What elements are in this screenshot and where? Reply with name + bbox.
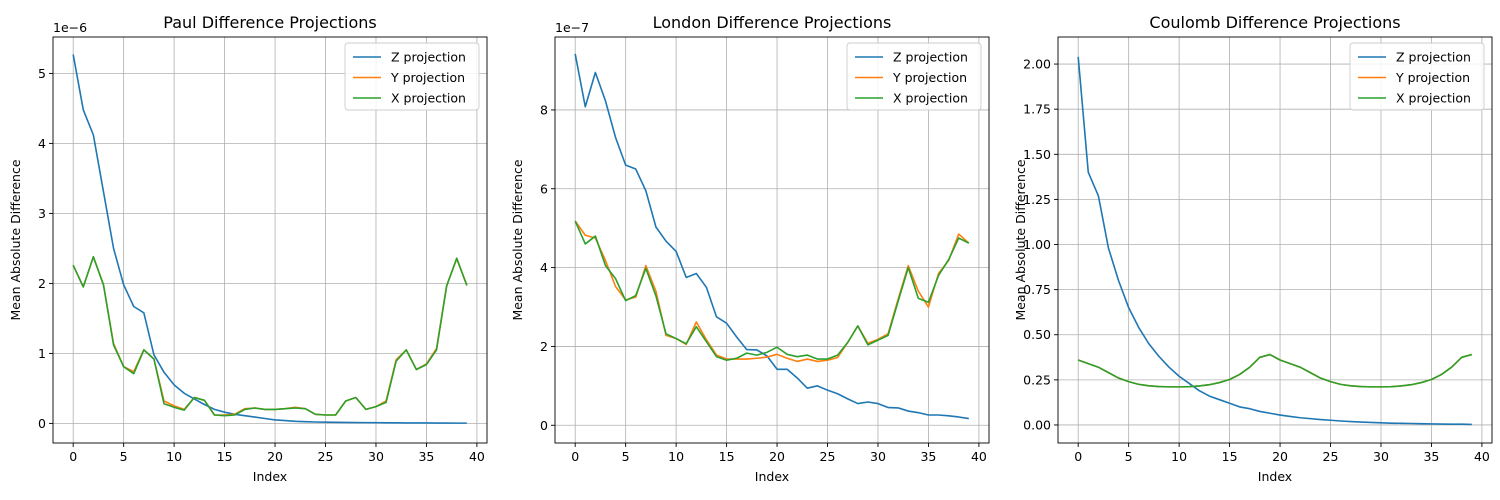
chart-panel-3: 0 5 10 15 20 25 30 35 40 0.00 0.25 0.50 0.75 1.00 1.25… — [1013, 13, 1493, 484]
x-tick-label: 5 — [622, 449, 630, 464]
x-tick-label: 0 — [69, 449, 77, 464]
x-tick-label: 20 — [769, 449, 785, 464]
legend-label: Z projection — [1396, 50, 1471, 65]
x-tick-label: 40 — [971, 449, 987, 464]
plot-frame — [1057, 36, 1493, 444]
series-line-z-projection — [72, 54, 467, 424]
y-tick-label: 0.25 — [1023, 372, 1051, 387]
series-line-x-projection — [1077, 353, 1473, 388]
y-tick-label: 1.50 — [1023, 147, 1051, 162]
x-tick-label: 15 — [217, 449, 233, 464]
x-tick-label: 5 — [120, 449, 128, 464]
x-tick-label: 20 — [1272, 449, 1288, 464]
legend-label: Y projection — [390, 70, 465, 85]
x-tick-label: 25 — [820, 449, 836, 464]
series-line-y-projection — [72, 255, 468, 416]
legend: Z projection Y projection X projection — [1349, 42, 1485, 111]
plot-frame — [52, 36, 488, 444]
chart-panel-2: 0 5 10 15 20 25 30 35 40 0 2 4 6 8 1e−7 London Differen… — [510, 13, 990, 484]
x-tick-label: 30 — [870, 449, 886, 464]
x-tick-label: 30 — [1373, 449, 1389, 464]
y-tick-label: 0 — [540, 418, 548, 433]
legend-label: X projection — [1396, 91, 1471, 106]
legend-box — [1349, 42, 1485, 111]
x-tick-label: 0 — [1074, 449, 1082, 464]
legend: Z projection Y projection X projection — [344, 42, 480, 111]
y-tick-label: 0 — [38, 416, 46, 431]
legend-label: Z projection — [893, 50, 968, 65]
legend-label: Y projection — [1395, 70, 1470, 85]
series-line-y-projection — [574, 220, 970, 363]
y-tick-label: 8 — [540, 102, 548, 117]
x-tick-label: 15 — [1222, 449, 1238, 464]
y-tick-label: 0.50 — [1023, 327, 1051, 342]
legend-label: Z projection — [391, 50, 466, 65]
chart-panel-1: 0 5 10 15 20 25 30 35 40 0 1 2 3 4 5 1e−6 Paul Differenc… — [8, 13, 488, 484]
series-line-x-projection — [574, 220, 970, 362]
y-axis-label: Mean Absolute Difference — [510, 159, 525, 320]
y-axis-label: Mean Absolute Difference — [8, 159, 23, 320]
x-tick-label: 35 — [418, 449, 434, 464]
x-tick-label: 30 — [368, 449, 384, 464]
x-axis-label: Index — [755, 469, 789, 484]
y-tick-label: 1.00 — [1023, 237, 1051, 252]
x-tick-label: 10 — [1171, 449, 1187, 464]
legend: Z projection Y projection X projection — [846, 42, 982, 111]
y-tick-label: 3 — [38, 206, 46, 221]
y-tick-label: 0.75 — [1023, 282, 1051, 297]
plot-frame — [554, 36, 990, 444]
x-tick-label: 0 — [571, 449, 579, 464]
y-tick-label: 1.75 — [1023, 102, 1051, 117]
x-tick-label: 20 — [267, 449, 283, 464]
y-tick-label: 2 — [540, 339, 548, 354]
series-line-x-projection — [72, 255, 468, 417]
x-tick-label: 35 — [1423, 449, 1439, 464]
chart-title: Paul Difference Projections — [163, 13, 376, 32]
y-tick-label: 1.25 — [1023, 192, 1051, 207]
chart-title: Coulomb Difference Projections — [1149, 13, 1400, 32]
y-tick-label: 4 — [38, 136, 46, 151]
legend-label: X projection — [893, 91, 968, 106]
x-tick-label: 40 — [1474, 449, 1490, 464]
x-tick-label: 25 — [318, 449, 334, 464]
x-tick-label: 15 — [719, 449, 735, 464]
series-line-y-projection — [1077, 353, 1473, 388]
chart-title: London Difference Projections — [653, 13, 892, 32]
y-tick-label: 6 — [540, 181, 548, 196]
y-tick-label: 0.00 — [1023, 417, 1051, 432]
x-tick-label: 25 — [1323, 449, 1339, 464]
y-offset-label: 1e−7 — [555, 20, 589, 35]
y-tick-label: 5 — [38, 66, 46, 81]
x-tick-label: 10 — [166, 449, 182, 464]
series-line-z-projection — [574, 53, 969, 420]
x-axis-label: Index — [253, 469, 287, 484]
x-tick-label: 10 — [668, 449, 684, 464]
x-axis-label: Index — [1258, 469, 1292, 484]
x-tick-label: 35 — [920, 449, 936, 464]
x-tick-label: 40 — [469, 449, 485, 464]
x-tick-label: 5 — [1125, 449, 1133, 464]
y-tick-label: 2.00 — [1023, 57, 1051, 72]
y-offset-label: 1e−6 — [53, 20, 87, 35]
y-axis-label: Mean Absolute Difference — [1013, 159, 1028, 320]
y-tick-label: 2 — [38, 276, 46, 291]
legend-box — [846, 42, 982, 111]
series-line-z-projection — [1077, 56, 1472, 426]
legend-label: X projection — [391, 91, 466, 106]
legend-label: Y projection — [892, 70, 967, 85]
y-tick-label: 4 — [540, 260, 548, 275]
legend-box — [344, 42, 480, 111]
y-tick-label: 1 — [38, 346, 46, 361]
